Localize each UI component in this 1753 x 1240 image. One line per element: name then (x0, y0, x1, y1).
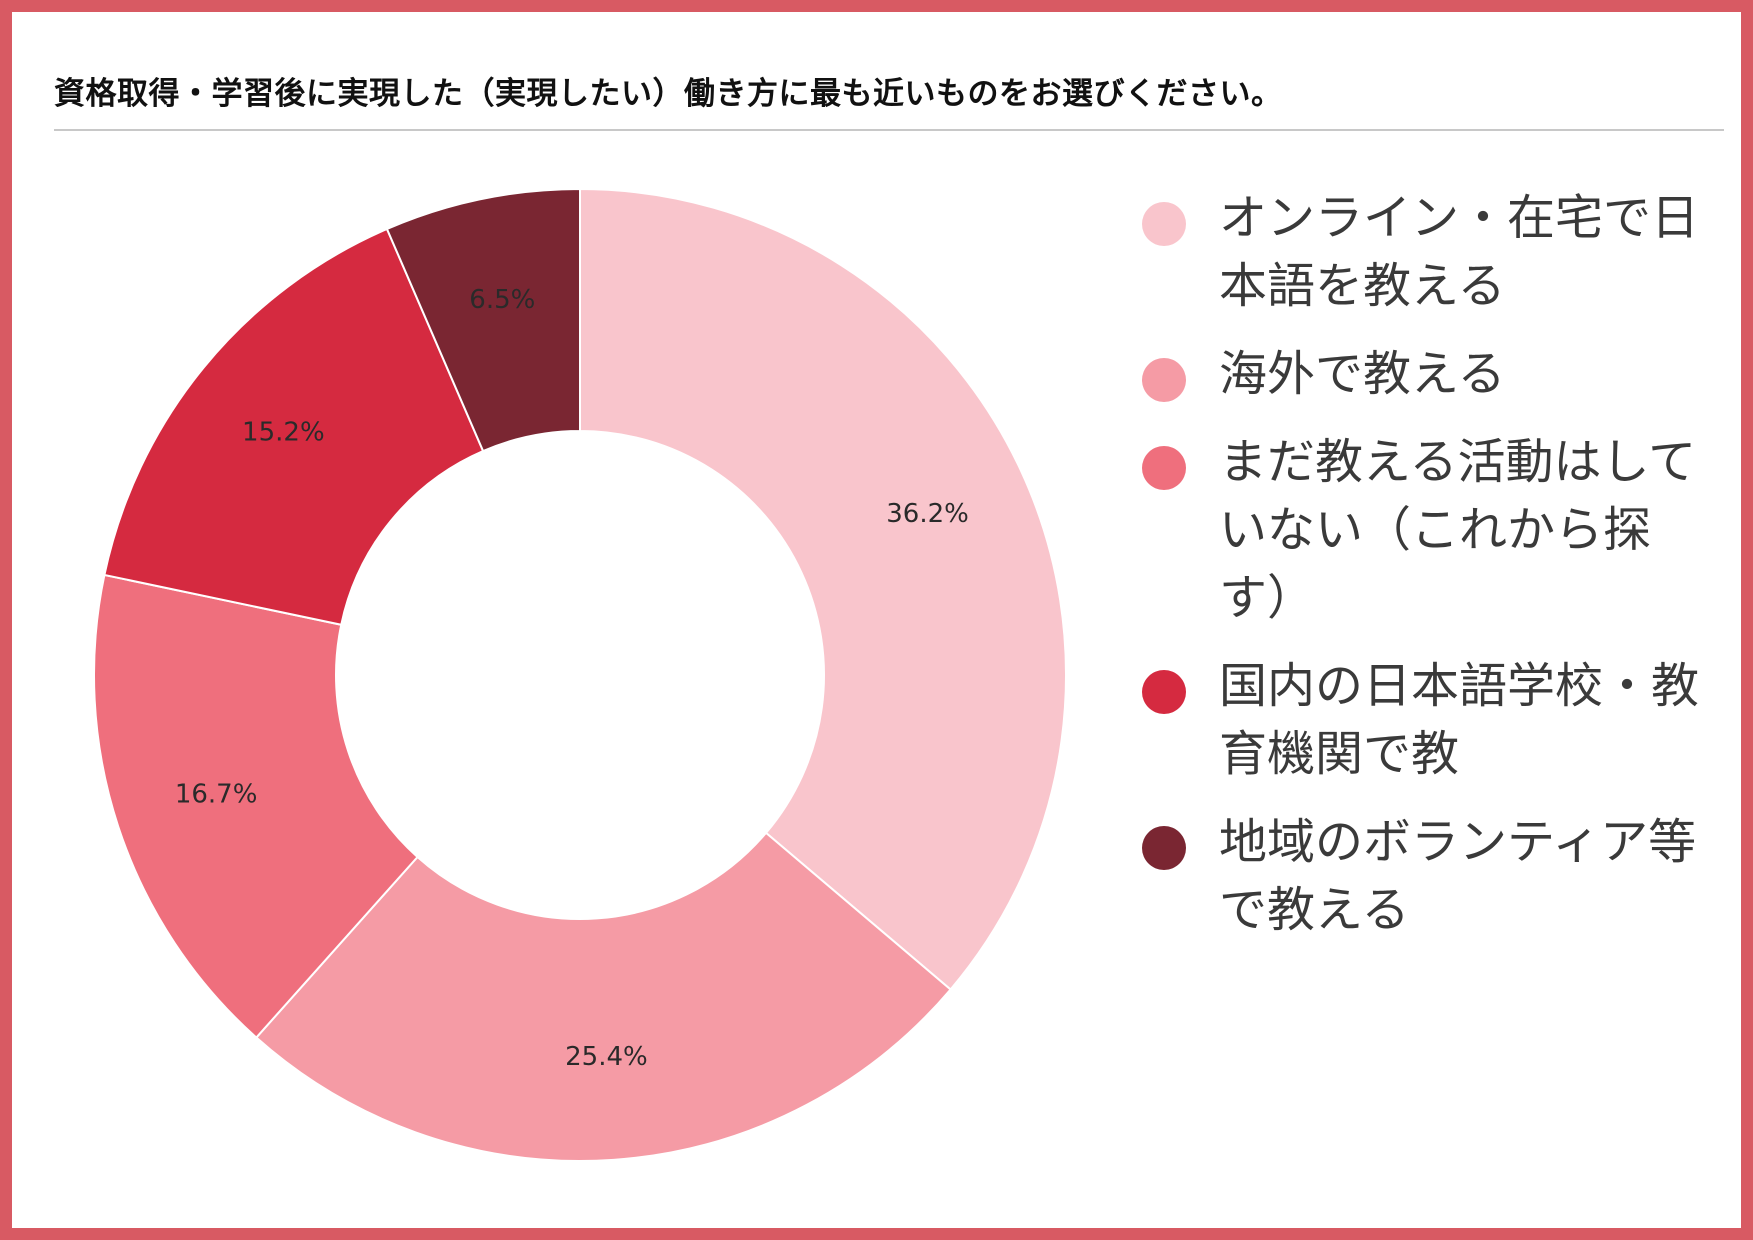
donut-slice-4 (103, 227, 485, 626)
legend-item-1: オンライン・在宅で日本語を教える (1142, 184, 1702, 320)
legend-swatch-icon (1142, 202, 1186, 246)
title-divider (54, 129, 1724, 131)
legend-label: 海外で教える (1219, 346, 1506, 402)
donut-slice-1 (579, 187, 1067, 991)
donut-value-labels: 36.2% 25.4% 16.7% 15.2% 6.5% (175, 285, 969, 1072)
legend-item-2: 海外で教える (1142, 340, 1702, 408)
legend-swatch-icon (1142, 670, 1186, 714)
chart-title: 資格取得・学習後に実現した（実現したい）働き方に最も近いものをお選びください。 (54, 76, 1283, 112)
slice-value-label-1: 36.2% (886, 499, 969, 529)
slice-value-label-3: 16.7% (175, 779, 258, 809)
legend-item-4: 国内の日本語学校・教育機関で教 (1142, 652, 1702, 788)
chart-legend: オンライン・在宅で日本語を教える海外で教えるまだ教える活動はしていない（これから… (1142, 184, 1702, 964)
legend-item-5: 地域のボランティア等で教える (1142, 808, 1702, 944)
legend-label: 地域のボランティア等で教える (1219, 814, 1697, 938)
slice-value-label-4: 15.2% (242, 418, 325, 448)
donut-slice-5 (385, 187, 581, 453)
legend-label: 国内の日本語学校・教育機関で教 (1219, 658, 1700, 782)
legend-swatch-icon (1142, 446, 1186, 490)
slice-value-label-2: 25.4% (565, 1042, 648, 1072)
legend-swatch-icon (1142, 826, 1186, 870)
donut-slice-3 (93, 573, 419, 1039)
legend-item-3: まだ教える活動はしていない（これから探す） (1142, 428, 1702, 632)
donut-chart: 36.2% 25.4% 16.7% 15.2% 6.5% (93, 187, 1067, 1162)
donut-slice-2 (254, 831, 952, 1162)
donut-slices (93, 187, 1067, 1162)
legend-swatch-icon (1142, 358, 1186, 402)
legend-label: まだ教える活動はしていない（これから探す） (1219, 434, 1697, 626)
legend-label: オンライン・在宅で日本語を教える (1219, 190, 1700, 314)
slice-value-label-5: 6.5% (469, 285, 535, 315)
